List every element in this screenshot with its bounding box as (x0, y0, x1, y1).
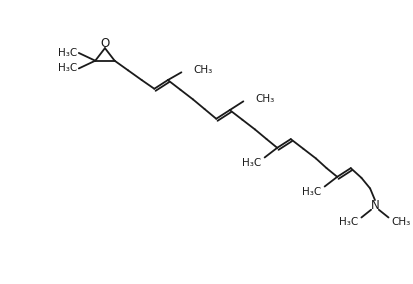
Text: H₃C: H₃C (58, 48, 77, 58)
Text: H₃C: H₃C (58, 63, 77, 74)
Text: H₃C: H₃C (242, 158, 262, 168)
Text: O: O (100, 37, 109, 50)
Text: CH₃: CH₃ (193, 65, 212, 75)
Text: H₃C: H₃C (339, 217, 358, 227)
Text: H₃C: H₃C (302, 187, 322, 197)
Text: CH₃: CH₃ (392, 217, 411, 227)
Text: N: N (370, 199, 379, 212)
Text: CH₃: CH₃ (255, 94, 274, 105)
